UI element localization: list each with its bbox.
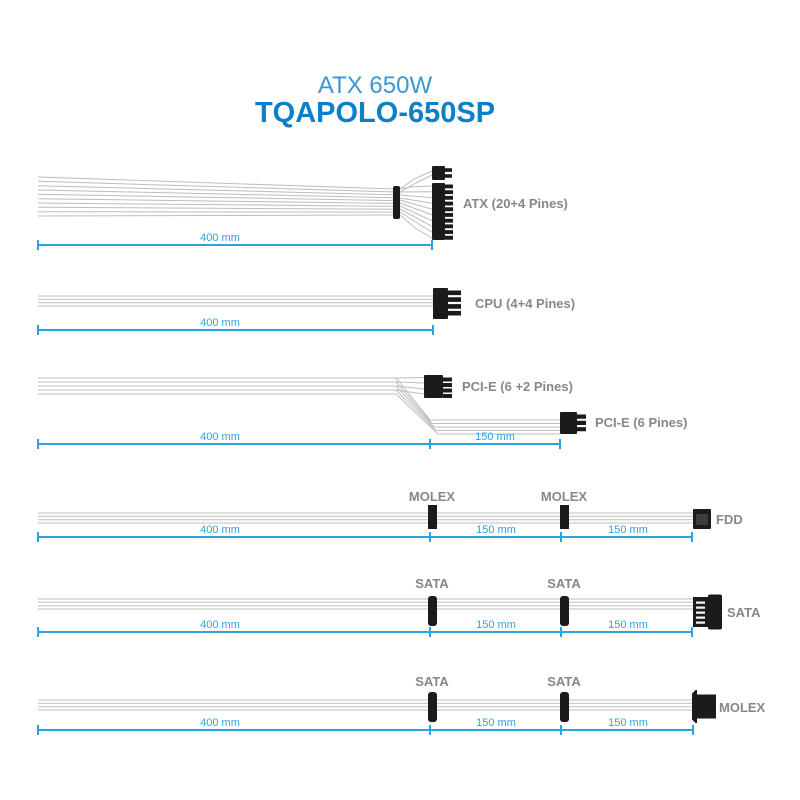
sata-inline-connector-1 xyxy=(428,596,437,626)
measurement-sata-150b: 150 mm xyxy=(561,619,693,637)
dimension-label: 400 mm xyxy=(200,431,240,443)
dimension-label: 400 mm xyxy=(200,524,240,536)
cable-wires xyxy=(37,176,394,217)
measurement-sata-400: 400 mm xyxy=(37,619,431,637)
connector-label-molex-2: MOLEX xyxy=(541,489,588,504)
measurement-satamolex-150b: 150 mm xyxy=(561,717,694,735)
sata-inline-connector-2 xyxy=(560,692,569,722)
sata-inline-connector-1 xyxy=(428,692,437,722)
fanout-wires-upper xyxy=(395,377,425,395)
sata-end-connector-body xyxy=(708,594,722,630)
cable-wires xyxy=(38,377,396,395)
atx-4pin-connector xyxy=(432,166,445,180)
dimension-label: 150 mm xyxy=(476,619,516,631)
connector-label-pcie-6pin: PCI-E (6 Pines) xyxy=(595,415,687,430)
fanout-wires xyxy=(399,185,433,239)
dimension-line xyxy=(561,532,693,542)
cable-row-sata: SATA SATA SATA 400 mm 150 mm 150 mm xyxy=(37,576,761,637)
measurement-molexfdd-150a: 150 mm xyxy=(430,524,562,542)
measurement-pcie-150: 150 mm xyxy=(430,431,561,449)
sata-inline-connector-2 xyxy=(560,596,569,626)
cpu-connector xyxy=(433,288,448,319)
measurement-pcie-400: 400 mm xyxy=(37,431,431,449)
measurement-molexfdd-400: 400 mm xyxy=(37,524,431,542)
measurement-satamolex-400: 400 mm xyxy=(37,717,431,735)
dimension-line xyxy=(37,240,433,250)
cable-row-atx: ATX (20+4 Pines) 400 mm xyxy=(37,166,568,250)
cable-row-pcie: PCI-E (6 +2 Pines) PCI-E (6 Pines) 400 m… xyxy=(37,375,687,449)
sata-end-connector xyxy=(693,594,722,630)
dimension-line xyxy=(37,325,434,335)
connector-label-sata-2: SATA xyxy=(547,576,581,591)
measurement-satamolex-150a: 150 mm xyxy=(430,717,562,735)
pcie-6plus2-connector xyxy=(424,375,443,398)
connector-label-fdd: FDD xyxy=(716,512,743,527)
molex-inline-connector-1 xyxy=(428,505,437,529)
measurement-atx-400: 400 mm xyxy=(37,232,433,250)
sata-end-connector-slots xyxy=(696,601,705,624)
model-title: TQAPOLO-650SP xyxy=(255,97,495,129)
dimension-label: 150 mm xyxy=(608,524,648,536)
dimension-label: 150 mm xyxy=(608,619,648,631)
connector-label-sata-end: SATA xyxy=(727,605,761,620)
pcie-6pin-connector-pins xyxy=(577,414,586,432)
dimension-label: 400 mm xyxy=(200,232,240,244)
measurement-molexfdd-150b: 150 mm xyxy=(561,524,693,542)
dimension-label: 400 mm xyxy=(200,717,240,729)
cable-wires xyxy=(38,699,695,711)
molex-inline-connector-2 xyxy=(560,505,569,529)
molex-end-connector-body xyxy=(697,694,716,719)
connector-label-sata-1: SATA xyxy=(415,674,449,689)
aux-fanout-wires xyxy=(399,170,433,193)
measurement-sata-150a: 150 mm xyxy=(430,619,562,637)
dimension-label: 150 mm xyxy=(608,717,648,729)
fanout-wires-lower xyxy=(395,377,560,435)
pcie-6pin-connector xyxy=(560,412,577,434)
molex-end-connector-flange xyxy=(692,690,697,723)
dimension-label: 150 mm xyxy=(476,717,516,729)
connector-label-pcie-6plus2: PCI-E (6 +2 Pines) xyxy=(462,379,573,394)
connector-label-cpu: CPU (4+4 Pines) xyxy=(475,296,575,311)
cable-row-molex-fdd: MOLEX MOLEX FDD 400 mm 150 mm 150 mm xyxy=(37,489,743,542)
dimension-label: 400 mm xyxy=(200,619,240,631)
cable-wires xyxy=(38,512,695,524)
connector-label-sata-1: SATA xyxy=(415,576,449,591)
cable-row-sata-molex: SATA SATA MOLEX 400 mm 150 mm 150 mm xyxy=(37,674,766,735)
cable-wires xyxy=(38,295,433,307)
molex-end-connector xyxy=(692,690,716,723)
atx-24pin-connector xyxy=(432,183,445,240)
dimension-line xyxy=(561,627,693,637)
measurement-cpu-400: 400 mm xyxy=(37,317,434,335)
cable-comb xyxy=(393,186,400,219)
cable-row-cpu: CPU (4+4 Pines) 400 mm xyxy=(37,288,575,335)
dimension-line xyxy=(561,725,694,735)
cpu-connector-pins xyxy=(448,290,461,316)
cable-wires xyxy=(38,598,696,610)
product-type-title: ATX 650W xyxy=(318,72,433,99)
dimension-label: 400 mm xyxy=(200,317,240,329)
atx-4pin-connector-pins xyxy=(445,168,452,178)
pcie-6plus2-connector-pins xyxy=(443,377,452,398)
atx-24pin-connector-pins xyxy=(445,184,453,240)
dimension-line xyxy=(430,439,561,449)
connector-label-molex-end: MOLEX xyxy=(719,700,766,715)
connector-label-atx: ATX (20+4 Pines) xyxy=(463,196,568,211)
dimension-label: 150 mm xyxy=(475,431,515,443)
connector-label-sata-2: SATA xyxy=(547,674,581,689)
fdd-connector-inner xyxy=(696,514,708,525)
dimension-label: 150 mm xyxy=(476,524,516,536)
connector-label-molex-1: MOLEX xyxy=(409,489,456,504)
